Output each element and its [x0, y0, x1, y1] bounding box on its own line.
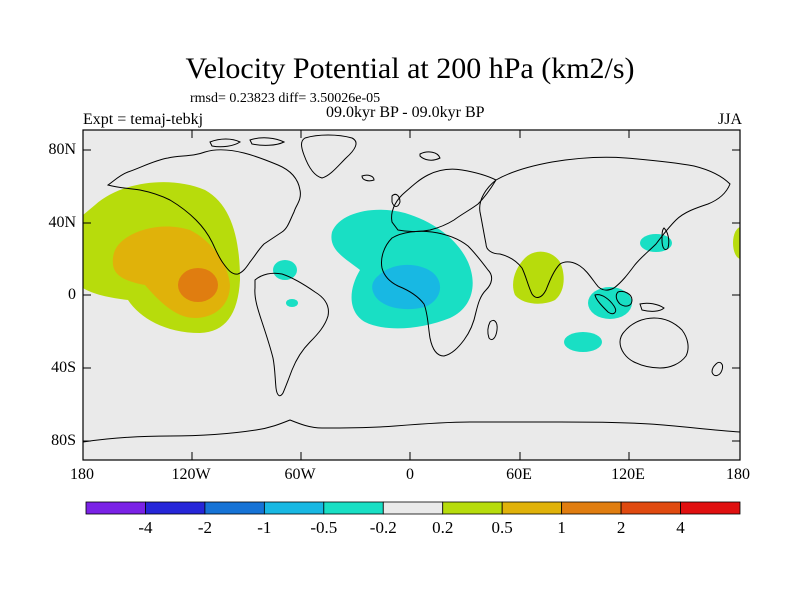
- colorbar-label: 1: [557, 518, 566, 537]
- colorbar-label: 0.5: [491, 518, 513, 537]
- colorbar-swatch: [442, 501, 503, 515]
- lon-tick-180e: 180: [726, 466, 750, 483]
- colorbar-swatch: [382, 501, 444, 515]
- coast-antarctica: [83, 419, 740, 443]
- colorbar-swatch: [501, 501, 563, 515]
- lon-tick-120e: 120E: [611, 466, 645, 483]
- coast-asia: [479, 156, 731, 298]
- contour-south-america: [286, 299, 298, 307]
- coast-africa: [381, 230, 493, 357]
- experiment-text: Expt = temaj-tebkj: [83, 111, 204, 128]
- coast-arctic-islands: [209, 137, 441, 161]
- lon-tick-120w: 120W: [171, 466, 211, 483]
- colorbar-swatch: [145, 501, 206, 515]
- contour-east-asia: [640, 234, 672, 252]
- colorbar-swatch: [323, 501, 384, 515]
- coast-australia: [619, 317, 689, 369]
- colorbar-label: 0.2: [432, 518, 454, 537]
- lon-tick-0: 0: [406, 466, 414, 483]
- lon-tick-180w: 180: [70, 466, 94, 483]
- coast-borneo: [615, 291, 633, 307]
- coast-north-america: [106, 149, 301, 275]
- coast-new-guinea: [639, 302, 665, 312]
- colorbar-label: -0.2: [369, 518, 397, 537]
- coast-iceland: [361, 174, 375, 182]
- colorbar-label: 4: [676, 518, 685, 537]
- contour-dateline: [733, 227, 740, 259]
- colorbar-label: -0.5: [310, 518, 338, 537]
- lat-tick-80s: 80S: [51, 432, 76, 449]
- contour-south-indian: [564, 332, 602, 352]
- shaded-contours: [83, 134, 740, 443]
- coast-madagascar: [487, 319, 498, 341]
- contour-pacific-1: [178, 268, 218, 302]
- colorbar-label: -2: [197, 518, 212, 537]
- colorbar-swatch: [620, 501, 681, 515]
- coast-south-america: [254, 272, 329, 397]
- colorbar-swatch: [680, 501, 741, 515]
- lat-tick-0: 0: [68, 286, 76, 303]
- colorbar-label: -1: [257, 518, 272, 537]
- coast-sumatra: [594, 294, 617, 315]
- lon-tick-60w: 60W: [284, 466, 316, 483]
- lat-tick-40n: 40N: [48, 214, 76, 231]
- season-text: JJA: [717, 111, 742, 128]
- colorbar-swatch: [204, 501, 265, 515]
- colorbar-label: 2: [616, 518, 626, 537]
- coast-greenland: [301, 134, 357, 179]
- lat-tick-80n: 80N: [48, 141, 76, 158]
- contour-africa-neg0.5: [372, 264, 441, 310]
- contour-indian-0.2: [513, 251, 564, 304]
- coast-japan: [661, 227, 670, 251]
- colorbar: [85, 501, 741, 515]
- lat-tick-40s: 40S: [51, 359, 76, 376]
- map-title: Velocity Potential at 200 hPa (km2/s): [185, 52, 635, 85]
- colorbar-label: -4: [138, 518, 153, 537]
- lon-tick-60e: 60E: [506, 466, 532, 483]
- period-text: 09.0kyr BP - 09.0kyr BP: [326, 104, 485, 121]
- stats-text: rmsd= 0.23823 diff= 3.50026e-05: [190, 91, 381, 106]
- coast-british-isles: [391, 193, 401, 207]
- colorbar-swatch: [561, 501, 622, 515]
- colorbar-swatch: [263, 501, 325, 515]
- contour-caribbean: [273, 260, 297, 280]
- axis-ticks: [83, 130, 740, 460]
- coast-new-zealand: [711, 361, 723, 377]
- colorbar-swatch: [85, 501, 146, 515]
- coastlines: [83, 134, 740, 443]
